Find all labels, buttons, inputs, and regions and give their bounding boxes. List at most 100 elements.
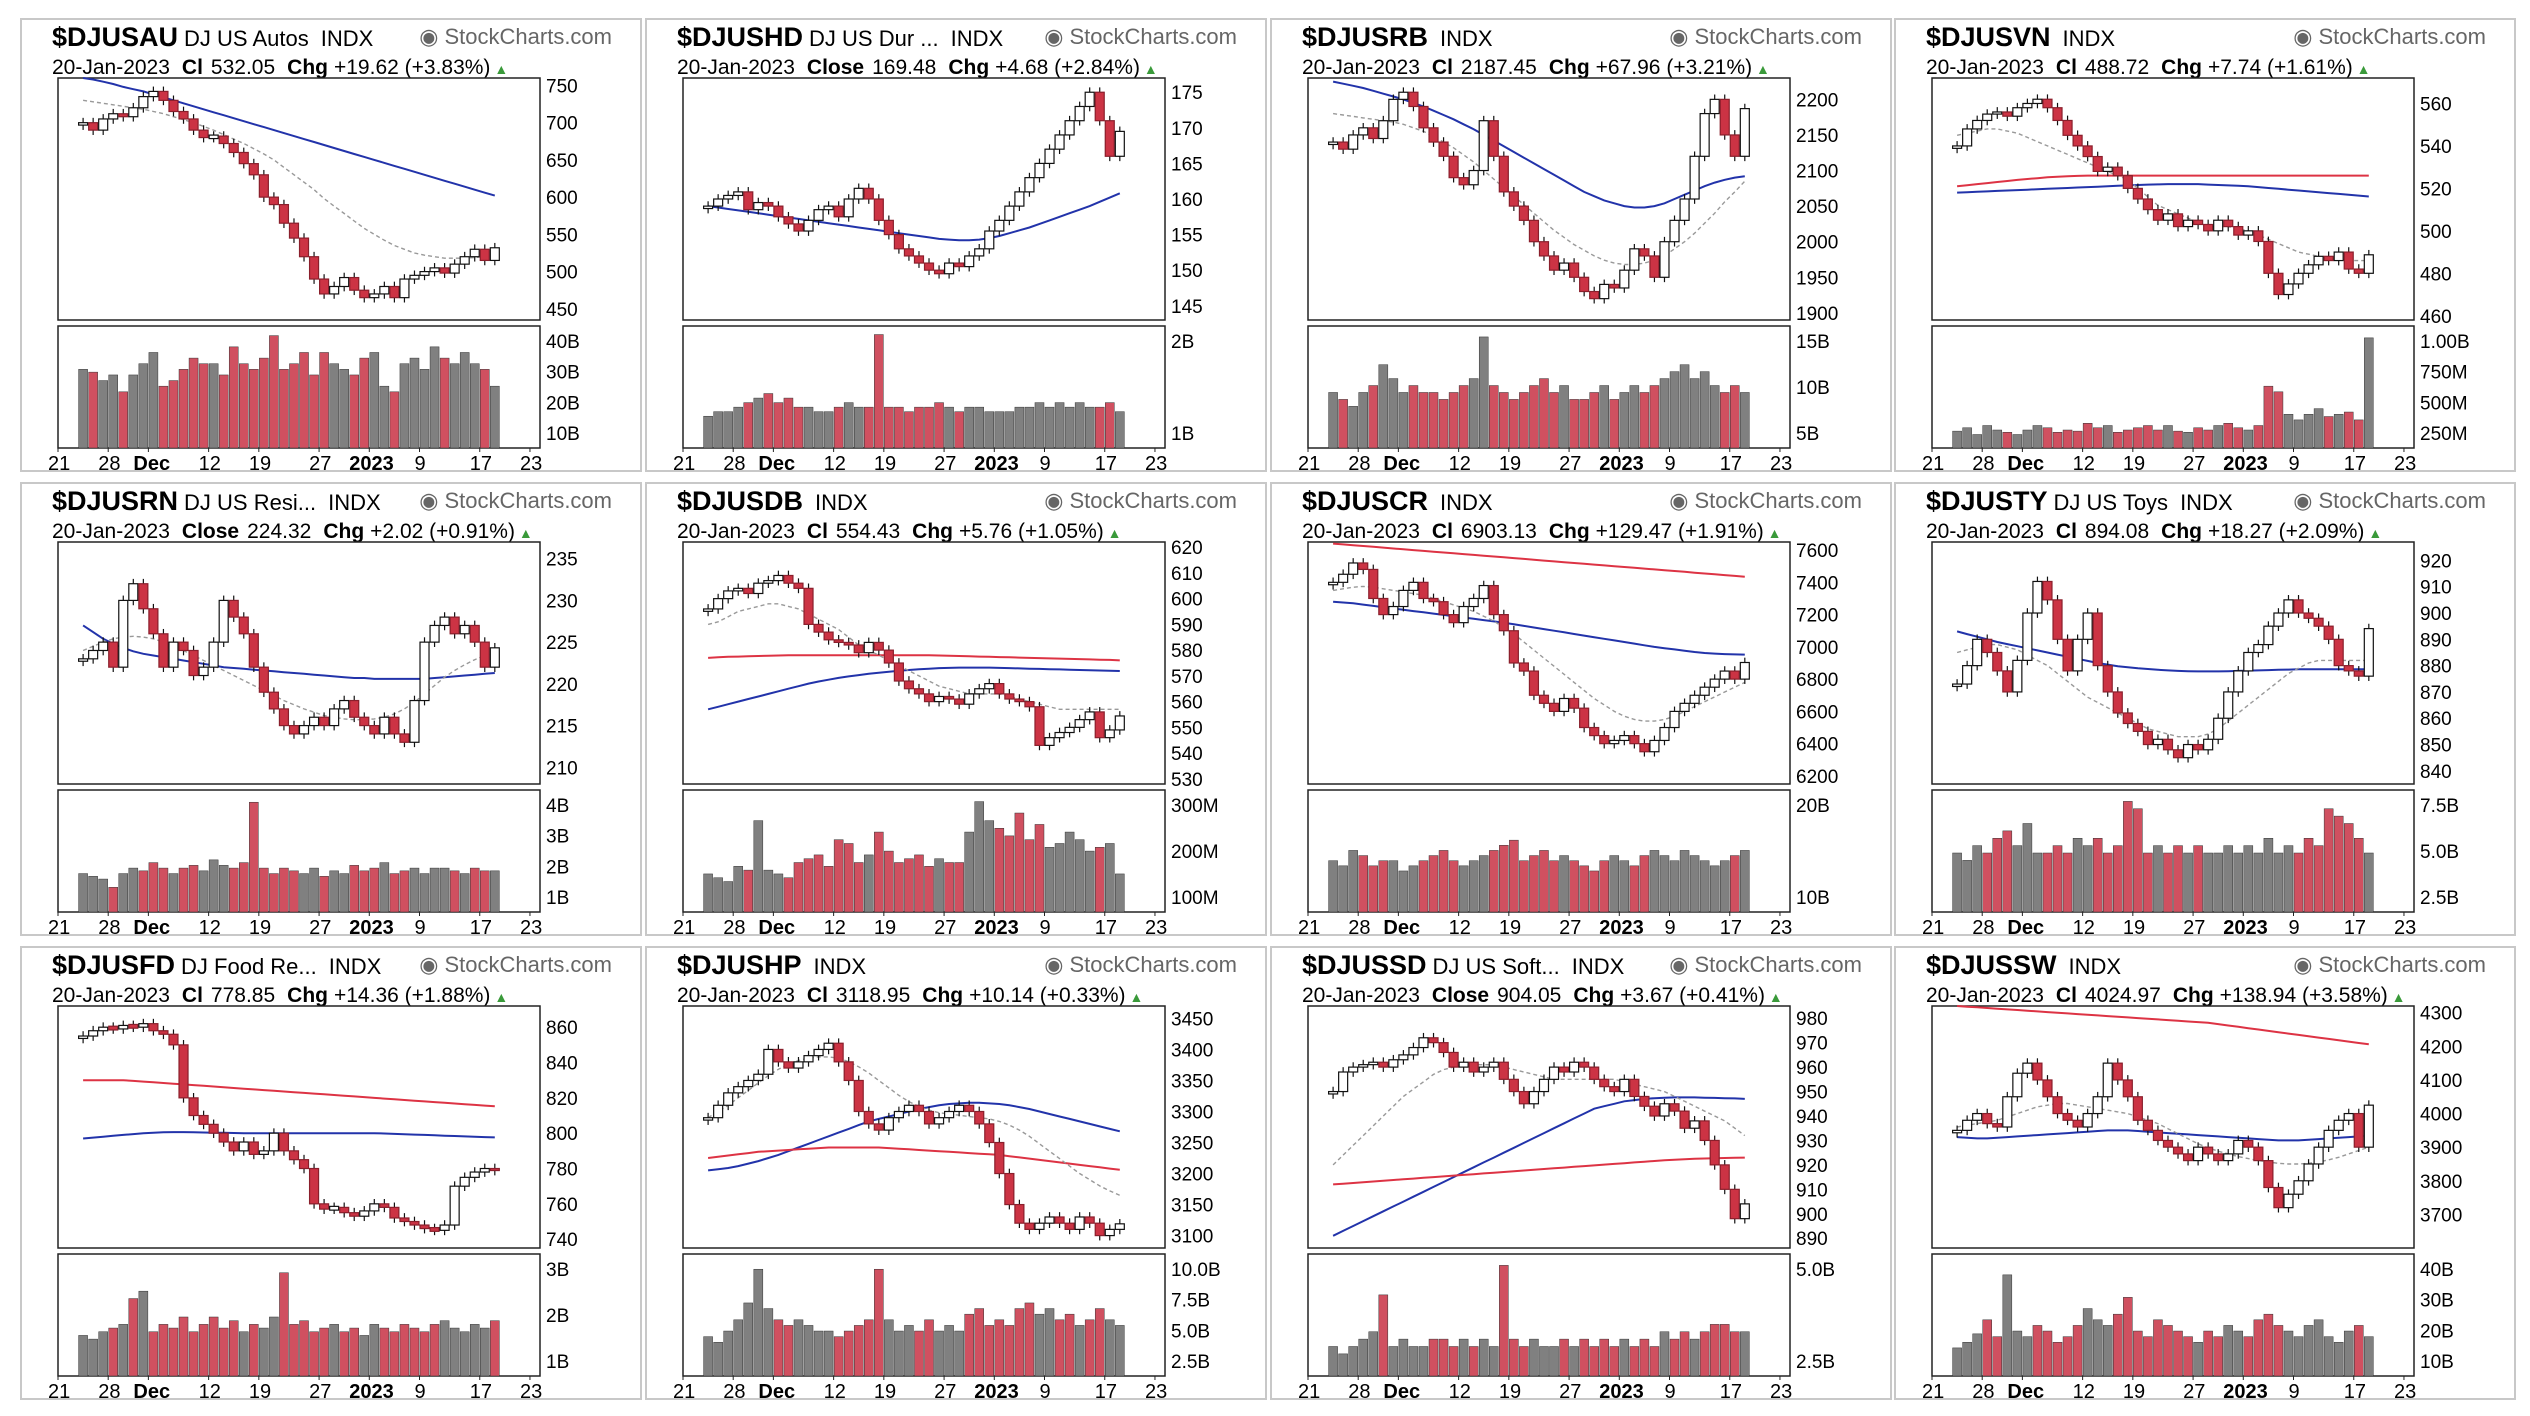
candle-body — [2012, 659, 2023, 693]
y-tick-label: 225 — [546, 633, 578, 654]
volume-bar — [2364, 337, 2374, 449]
volume-bar — [279, 867, 289, 913]
candle-body — [1659, 1103, 1670, 1117]
x-tick-label: 27 — [2183, 917, 2205, 934]
volume-bar — [833, 406, 844, 449]
volume-tick-label: 1B — [546, 888, 569, 909]
candle-body — [148, 1023, 159, 1032]
candle-body — [2042, 98, 2053, 109]
candle-body — [1659, 726, 1670, 742]
candle-body — [2132, 722, 2143, 732]
chart-panel[interactable]: $DJUSFD DJ Food Re... INDX ◉ StockCharts.co… — [20, 946, 642, 1400]
volume-bar — [1972, 434, 1982, 449]
volume-bar — [1408, 385, 1419, 449]
volume-bar — [2002, 432, 2013, 449]
volume-bar — [1699, 371, 1710, 449]
candle-body — [1538, 694, 1550, 704]
volume-bar — [773, 402, 784, 449]
candle-body — [1448, 155, 1459, 179]
candle-body — [2042, 580, 2053, 601]
chart-panel[interactable]: $DJUSSD DJ US Soft... INDX ◉ StockCharts.co… — [1270, 946, 1892, 1400]
x-tick-label: Dec — [133, 917, 170, 934]
candle-body — [1699, 112, 1710, 157]
x-tick-label: 23 — [520, 1381, 542, 1398]
volume-tick-label: 5.0B — [2420, 842, 2459, 863]
candle-body — [813, 623, 824, 633]
volume-bar — [2143, 1336, 2153, 1377]
volume-bar — [2183, 1336, 2193, 1377]
x-tick-label: 9 — [1040, 917, 1051, 934]
chart-panel[interactable]: $DJUSCR INDX ◉ StockCharts.com 20-Jan-2023 C… — [1270, 482, 1892, 936]
x-tick-label: Dec — [133, 1381, 170, 1398]
chg-value: +10.14 (+0.33%) — [969, 984, 1126, 1007]
candle-body — [883, 219, 894, 236]
candle-body — [1589, 290, 1600, 300]
chart-panel[interactable]: $DJUSDB INDX ◉ StockCharts.com 20-Jan-2023 C… — [645, 482, 1267, 936]
chart-panel[interactable]: $DJUSHP INDX ◉ StockCharts.com 20-Jan-2023 C… — [645, 946, 1267, 1400]
volume-bar — [1509, 1338, 1519, 1377]
x-tick-label: 2023 — [349, 1381, 394, 1398]
chart-panel[interactable]: $DJUSVN INDX ◉ StockCharts.com 20-Jan-2023 C… — [1894, 18, 2516, 472]
y-tick-label: 2150 — [1796, 126, 1838, 147]
y-tick-label: 840 — [2420, 762, 2452, 783]
candle-body — [1378, 1061, 1389, 1068]
candle-body — [2032, 1062, 2043, 1081]
symbol-label: $DJUSRB — [1302, 22, 1429, 52]
volume-bar — [1348, 1346, 1358, 1377]
volume-bar — [168, 1327, 179, 1377]
volume-bar — [188, 865, 199, 913]
chart-panel[interactable]: $DJUSAU DJ US Autos INDX ◉ StockCharts.com 2… — [20, 18, 642, 472]
candle-body — [98, 118, 109, 131]
date-label: 20-Jan-2023 — [52, 520, 170, 543]
chg-label: Chg — [922, 984, 964, 1007]
chart-panel[interactable]: $DJUSRN DJ US Resi... INDX ◉ StockCharts.co… — [20, 482, 642, 936]
volume-bar — [924, 1319, 934, 1377]
chart-panel[interactable]: $DJUSRB INDX ◉ StockCharts.com 20-Jan-2023 C… — [1270, 18, 1892, 472]
volume-bar — [1992, 429, 2003, 449]
volume-bar — [894, 406, 904, 449]
candle-body — [2012, 1072, 2023, 1098]
volume-bar — [1328, 1346, 1338, 1377]
volume-bar — [2133, 1330, 2143, 1377]
candle-body — [1328, 1090, 1339, 1095]
candle-body — [1448, 1051, 1459, 1068]
candle-body — [2193, 1146, 2204, 1162]
volume-bar — [319, 352, 329, 449]
volume-bar — [2343, 411, 2354, 449]
moving-average-line — [83, 1079, 495, 1108]
volume-bar — [1094, 1308, 1105, 1377]
volume-bar — [1529, 1338, 1539, 1377]
up-arrow-icon: ▲ — [1125, 989, 1144, 1005]
chart-panel[interactable]: $DJUSHD DJ US Dur ... INDX ◉ StockCharts.co… — [645, 18, 1267, 472]
chg-label: Chg — [287, 56, 328, 79]
chart-panel[interactable]: $DJUSTY DJ US Toys INDX ◉ StockCharts.com 20… — [1894, 482, 2516, 936]
candle-body — [2142, 1119, 2153, 1131]
candle-body — [2072, 1119, 2083, 1128]
y-tick-label: 3350 — [1171, 1071, 1213, 1092]
volume-bar — [2082, 423, 2093, 449]
volume-bar — [1408, 865, 1419, 913]
volume-bar — [1599, 860, 1609, 913]
candle-body — [2273, 272, 2284, 296]
close-label: Cl — [1431, 520, 1453, 543]
volume-bar — [2354, 419, 2364, 449]
volume-bar — [1014, 812, 1025, 913]
volume-bar — [389, 1331, 400, 1377]
candle-body — [964, 693, 975, 705]
candle-body — [974, 248, 985, 257]
x-tick-label: 27 — [309, 1381, 331, 1398]
candle-body — [2002, 111, 2013, 117]
source-label: ◉ StockCharts.com — [1669, 952, 1862, 978]
source-text: StockCharts.com — [2318, 952, 2487, 977]
up-arrow-icon: ▲ — [2387, 989, 2406, 1005]
candle-body — [278, 1132, 290, 1152]
candle-body — [2092, 1096, 2103, 1115]
y-tick-label: 870 — [2420, 683, 2452, 704]
volume-bar — [713, 411, 723, 449]
candle-body — [1044, 1216, 1055, 1224]
chart-panel[interactable]: $DJUSSW INDX ◉ StockCharts.com 20-Jan-2023 C… — [1894, 946, 2516, 1400]
candle-body — [913, 255, 925, 264]
volume-bar — [2253, 425, 2264, 449]
candle-body — [419, 641, 430, 702]
volume-bar — [108, 374, 118, 449]
